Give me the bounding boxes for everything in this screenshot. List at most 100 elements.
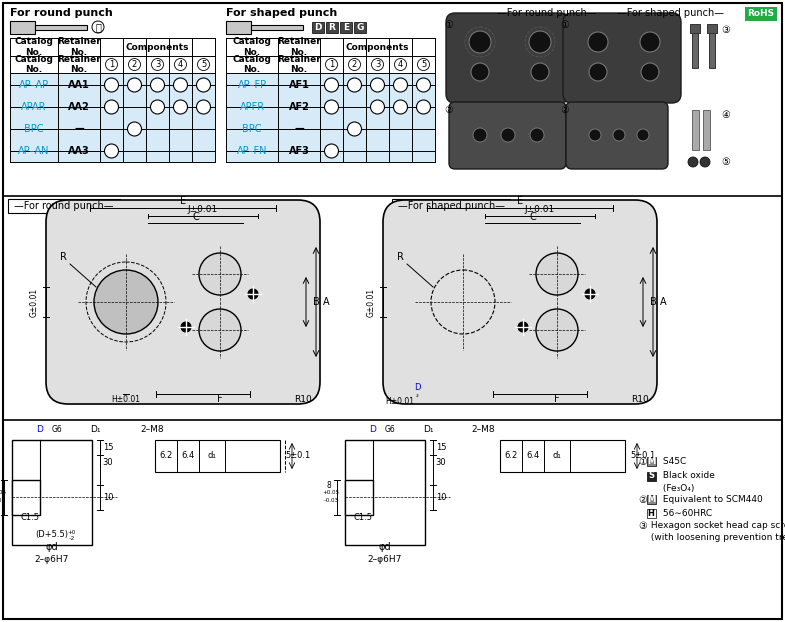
Text: BPC: BPC: [243, 124, 261, 134]
Text: E: E: [517, 196, 523, 206]
Bar: [345, 440, 425, 545]
Circle shape: [471, 63, 489, 81]
Text: AA1: AA1: [68, 80, 89, 90]
Bar: [10, 38, 215, 73]
Circle shape: [530, 128, 544, 142]
Text: 1: 1: [329, 60, 334, 69]
Text: φd: φd: [46, 542, 58, 552]
Text: C1.5: C1.5: [353, 514, 373, 522]
Circle shape: [173, 78, 188, 92]
Text: 4: 4: [398, 60, 403, 69]
Bar: [12, 480, 40, 515]
Text: B: B: [313, 297, 319, 307]
Text: F: F: [217, 394, 223, 404]
Text: D: D: [314, 22, 322, 32]
Text: —For round punch—: —For round punch—: [14, 201, 114, 211]
Text: M: M: [647, 458, 655, 466]
Circle shape: [181, 322, 191, 332]
Bar: [647, 495, 656, 504]
Bar: [312, 22, 324, 33]
Bar: [10, 118, 215, 140]
Text: 1: 1: [109, 60, 114, 69]
Bar: [226, 96, 435, 118]
Bar: [690, 24, 700, 33]
Text: E: E: [180, 196, 186, 206]
Circle shape: [152, 58, 163, 70]
Text: J±0.01: J±0.01: [188, 205, 218, 215]
Text: (D+5.5): (D+5.5): [35, 531, 68, 539]
Bar: [10, 21, 35, 34]
Circle shape: [417, 100, 430, 114]
Text: Retainer
No.: Retainer No.: [57, 55, 101, 74]
Text: C: C: [192, 212, 199, 222]
Text: Retainer
No.: Retainer No.: [277, 55, 321, 74]
Circle shape: [326, 58, 338, 70]
Circle shape: [371, 100, 385, 114]
Text: –2: –2: [69, 536, 75, 541]
Text: S: S: [648, 471, 654, 481]
Circle shape: [418, 58, 429, 70]
Circle shape: [417, 78, 430, 92]
Text: 3: 3: [155, 60, 160, 69]
Text: 56∼60HRC: 56∼60HRC: [660, 509, 712, 519]
Circle shape: [589, 63, 607, 81]
Text: 6.4: 6.4: [527, 452, 539, 460]
Bar: [226, 140, 435, 162]
Bar: [155, 440, 280, 472]
Text: 2–φ6H7: 2–φ6H7: [35, 555, 69, 565]
Bar: [647, 509, 656, 518]
Text: AF3: AF3: [289, 146, 309, 156]
Text: ₂: ₂: [415, 392, 418, 398]
Text: D: D: [414, 383, 420, 391]
Bar: [226, 21, 251, 34]
Text: G±0.01: G±0.01: [367, 287, 375, 317]
Circle shape: [104, 78, 119, 92]
Circle shape: [529, 31, 551, 53]
Bar: [326, 22, 338, 33]
Bar: [10, 96, 215, 118]
Text: Catalog
No.: Catalog No.: [15, 37, 53, 57]
Circle shape: [536, 253, 578, 295]
Circle shape: [613, 129, 625, 141]
Text: –0.03: –0.03: [0, 498, 5, 503]
Bar: [692, 110, 699, 150]
Text: AP–AN: AP–AN: [18, 146, 49, 156]
Text: —For shaped punch—: —For shaped punch—: [617, 8, 724, 18]
Text: AP–FN: AP–FN: [237, 146, 267, 156]
Circle shape: [173, 100, 188, 114]
Text: —: —: [294, 124, 304, 134]
Circle shape: [518, 322, 528, 332]
Circle shape: [348, 78, 362, 92]
Text: G6: G6: [52, 425, 63, 435]
Text: 2: 2: [132, 60, 137, 69]
Text: AA3: AA3: [68, 146, 89, 156]
Bar: [340, 22, 352, 33]
Text: R10: R10: [294, 394, 312, 404]
FancyBboxPatch shape: [563, 13, 681, 103]
Bar: [251, 25, 303, 30]
Circle shape: [105, 58, 118, 70]
Text: D₁: D₁: [423, 425, 433, 435]
Text: ④: ④: [721, 110, 730, 120]
Text: 30: 30: [103, 458, 113, 467]
Text: 6.2: 6.2: [505, 452, 517, 460]
Text: H±0.01: H±0.01: [385, 397, 414, 407]
Text: —: —: [74, 124, 84, 134]
FancyBboxPatch shape: [449, 102, 566, 169]
Circle shape: [469, 31, 491, 53]
Bar: [707, 24, 717, 33]
Text: A: A: [323, 297, 330, 307]
Bar: [226, 38, 435, 73]
Text: For round punch: For round punch: [10, 8, 113, 18]
Text: APAR: APAR: [21, 102, 47, 112]
Text: +0.05: +0.05: [0, 490, 6, 494]
Circle shape: [198, 58, 210, 70]
Text: For shaped punch: For shaped punch: [226, 8, 338, 18]
Circle shape: [199, 253, 241, 295]
Bar: [745, 7, 777, 21]
Text: —For round punch—: —For round punch—: [497, 8, 597, 18]
Circle shape: [700, 157, 710, 167]
Bar: [35, 25, 87, 30]
Text: Components: Components: [345, 42, 409, 52]
Text: d₁: d₁: [207, 452, 217, 460]
